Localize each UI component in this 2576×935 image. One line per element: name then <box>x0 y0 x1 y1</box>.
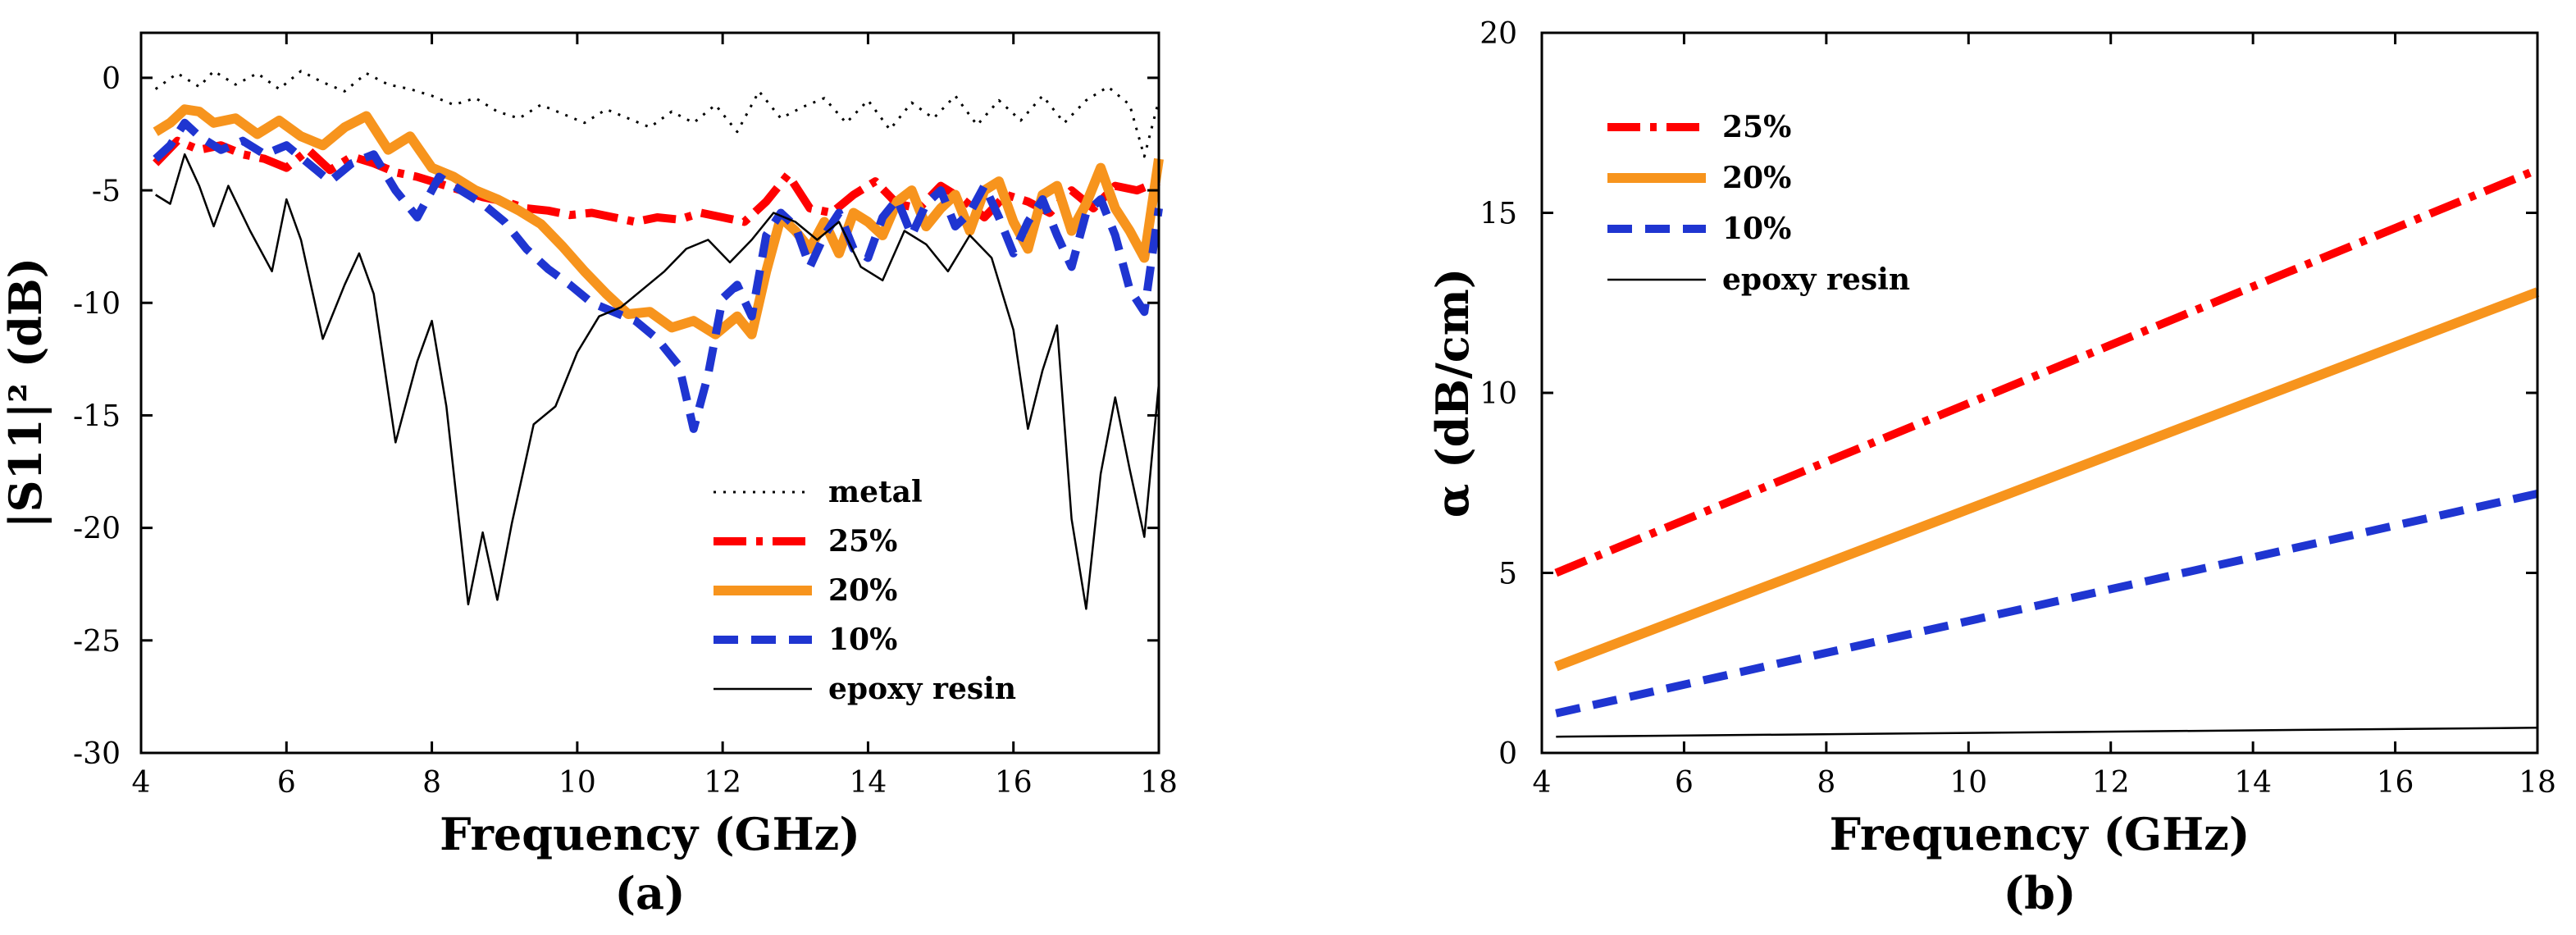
y-tick-label: 10 <box>1479 377 1517 411</box>
series-line-10- <box>153 118 1163 433</box>
legend: 25% 20% 10% epoxy resin <box>1607 110 1910 297</box>
legend-label: 25% <box>828 524 897 559</box>
y-tick-label: -5 <box>92 175 121 208</box>
panel-caption: (b) <box>2004 867 2077 919</box>
series-line-10- <box>1555 490 2539 718</box>
y-tick-label: 5 <box>1498 558 1517 591</box>
x-tick-label: 4 <box>132 766 151 800</box>
panel-caption: (a) <box>614 867 685 919</box>
legend-label: metal <box>828 475 923 509</box>
legend-label: 10% <box>828 623 897 657</box>
y-axis-title: |S11|² (dB) <box>0 258 52 528</box>
legend-label: epoxy resin <box>828 672 1016 706</box>
x-axis-title: Frequency (GHz) <box>1830 808 2250 860</box>
x-tick-label: 12 <box>704 766 741 800</box>
x-tick-label: 16 <box>2377 766 2414 800</box>
x-tick-label: 8 <box>1817 766 1835 800</box>
x-tick-label: 14 <box>2234 766 2272 800</box>
series-line-20- <box>153 104 1164 340</box>
y-tick-label: -10 <box>73 287 121 321</box>
chart-panel-a: 4 6 8 10 12 14 16 18 0 -5 -10 -15 -20 -25 -30 Frequency… <box>0 31 1178 919</box>
y-tick-label: -20 <box>73 513 121 546</box>
series-line-epoxy-resin <box>1556 727 2538 738</box>
series-line-20- <box>1554 287 2540 672</box>
legend-label: 10% <box>1722 212 1791 246</box>
x-tick-label: 8 <box>422 766 441 800</box>
x-axis-title: Frequency (GHz) <box>440 808 860 860</box>
x-tick-label: 16 <box>995 766 1033 800</box>
legend: metal 25% 20% 10% epoxy resin <box>714 475 1016 706</box>
legend-label: 25% <box>1722 110 1791 144</box>
x-tick-label: 6 <box>277 766 296 800</box>
legend-label: 20% <box>1722 161 1791 195</box>
y-tick-label: 0 <box>1498 737 1517 771</box>
legend-label: 20% <box>828 573 897 608</box>
y-tick-label: -25 <box>73 625 121 659</box>
x-tick-label: 10 <box>1949 766 1987 800</box>
x-tick-label: 18 <box>2519 766 2556 800</box>
y-tick-label: -30 <box>73 737 121 771</box>
series-line-metal <box>154 70 1160 158</box>
x-tick-label: 14 <box>850 766 887 800</box>
plot-frame <box>139 31 1160 755</box>
chart-panel-b: 4 6 8 10 12 14 16 18 0 5 10 15 20 Frequency (GHz) α (d… <box>1426 17 2556 919</box>
x-tick-label: 10 <box>559 766 596 800</box>
x-tick-label: 6 <box>1675 766 1694 800</box>
x-tick-label: 4 <box>1533 766 1552 800</box>
y-tick-label: 0 <box>102 62 121 96</box>
y-axis-title: α (dB/cm) <box>1426 268 1479 518</box>
series-line-epoxy-resin <box>155 153 1160 610</box>
x-tick-label: 18 <box>1140 766 1178 800</box>
y-tick-label: -15 <box>73 399 121 433</box>
y-tick-label: 20 <box>1479 17 1517 51</box>
y-tick-label: 15 <box>1479 198 1517 231</box>
legend-label: epoxy resin <box>1722 262 1910 297</box>
x-tick-label: 12 <box>2092 766 2130 800</box>
plot-frame <box>1540 31 2539 755</box>
